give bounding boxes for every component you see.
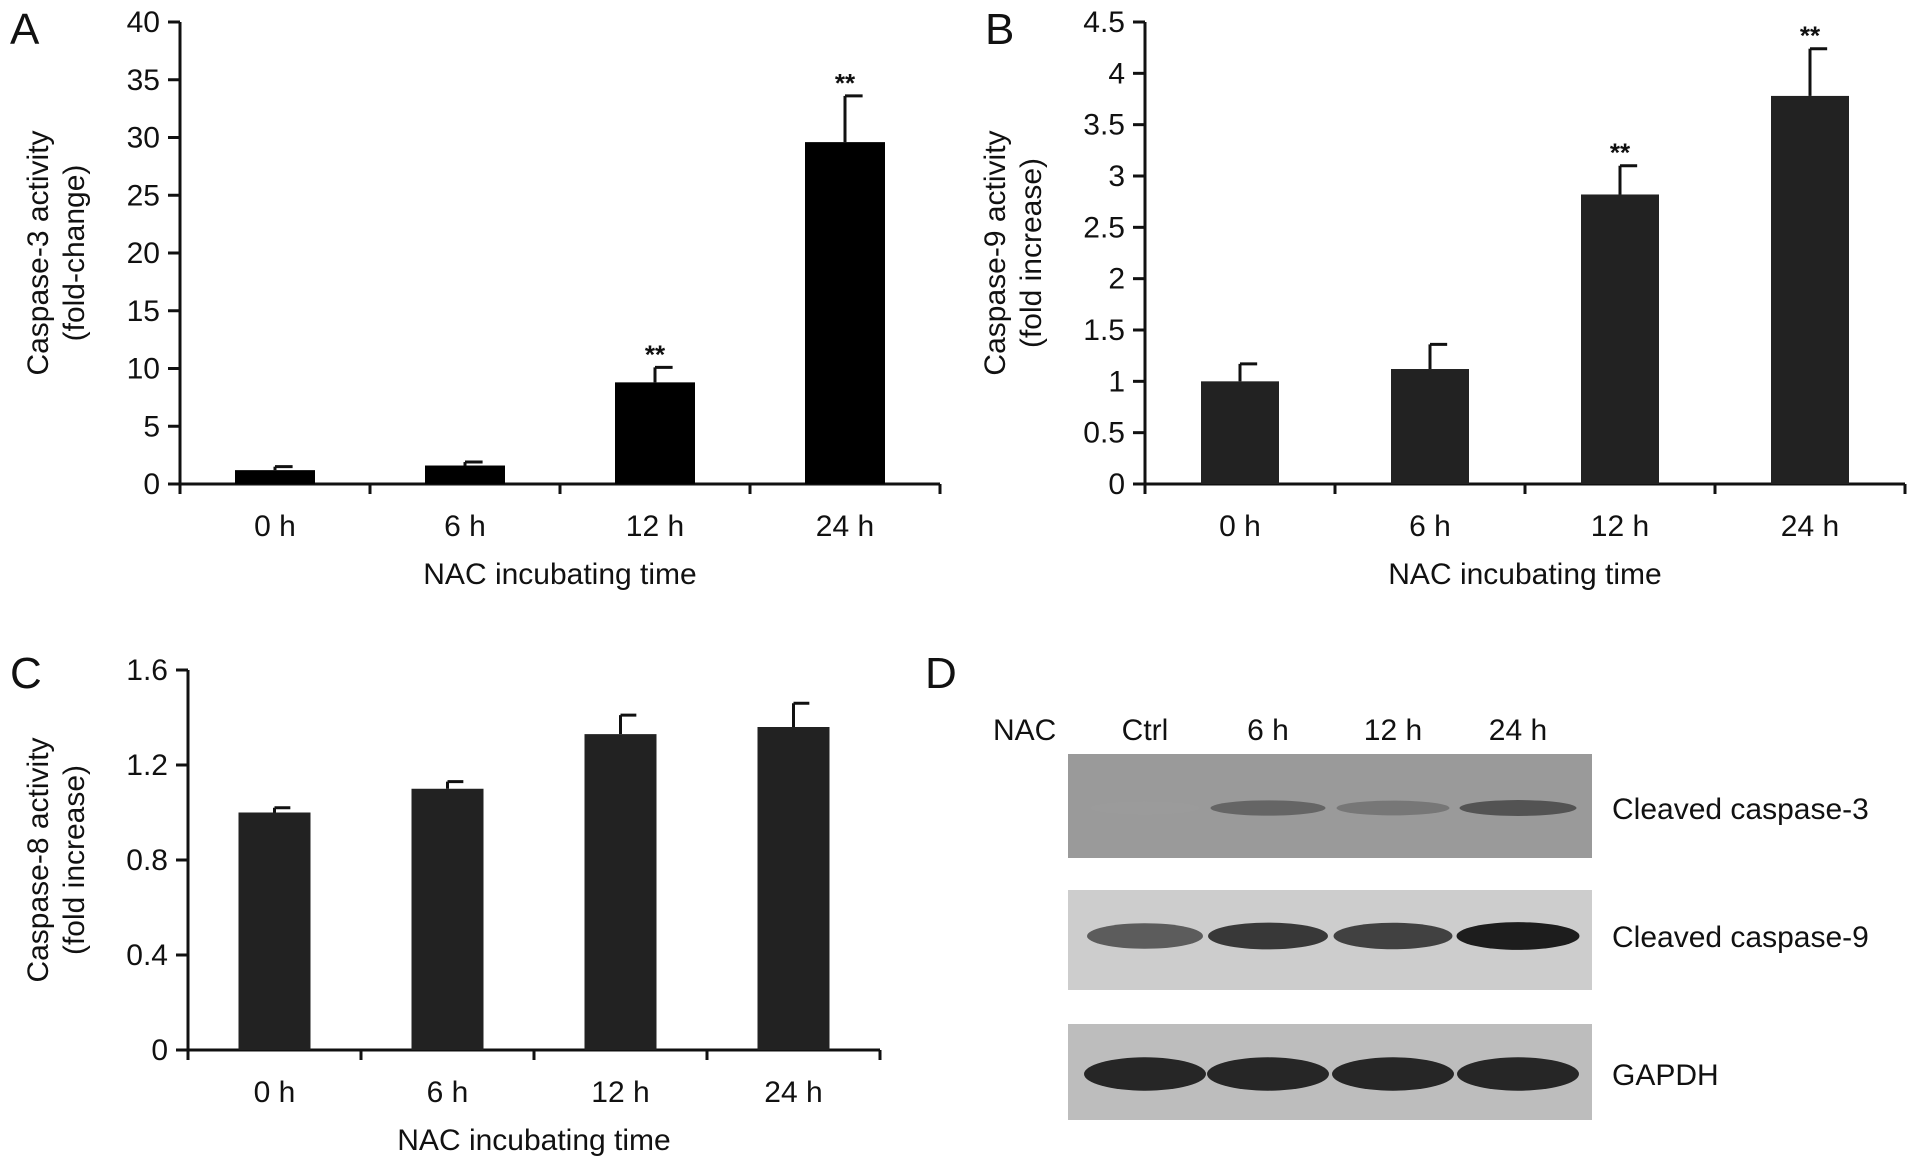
y-axis-title-line1: Caspase-8 activity bbox=[22, 737, 55, 982]
blot-band bbox=[1207, 1057, 1329, 1091]
blot-row-label: GAPDH bbox=[1612, 1059, 1719, 1092]
blot-band bbox=[1090, 801, 1200, 815]
bar bbox=[1771, 95, 1849, 485]
blot-band bbox=[1332, 1057, 1454, 1091]
x-axis-title: NAC incubating time bbox=[397, 1124, 670, 1157]
x-axis-title: NAC incubating time bbox=[1388, 558, 1661, 591]
bar bbox=[615, 382, 695, 484]
y-tick-label: 20 bbox=[127, 237, 160, 270]
y-tick-label: 15 bbox=[127, 295, 160, 328]
x-tick-label: 0 h bbox=[254, 510, 296, 543]
chart-panel-c: 0 0.4 0.8 1.2 1.6 0 h 6 h 12 h 24 h NAC incubatin… bbox=[22, 654, 882, 1157]
y-tick-label: 3 bbox=[1108, 160, 1125, 193]
x-tick-label: 6 h bbox=[1409, 510, 1451, 543]
y-axis-title-line2: (fold increase) bbox=[58, 765, 91, 955]
x-axis-title: NAC incubating time bbox=[423, 558, 696, 591]
blot-treatment-label: NAC bbox=[993, 714, 1056, 747]
y-tick-label: 2 bbox=[1108, 263, 1125, 296]
x-tick-label: 12 h bbox=[591, 1076, 649, 1109]
panel-letter-c: C bbox=[10, 649, 42, 698]
blot-band bbox=[1084, 1057, 1206, 1091]
bar bbox=[805, 142, 885, 484]
blot-band bbox=[1208, 922, 1328, 950]
blot-lane-label: Ctrl bbox=[1122, 714, 1169, 747]
y-tick-label: 1 bbox=[1108, 365, 1125, 398]
significance-marker: ** bbox=[645, 339, 666, 369]
significance-marker: ** bbox=[835, 68, 856, 98]
y-axis-title-line2: (fold increase) bbox=[1015, 158, 1048, 348]
y-tick-label: 2.5 bbox=[1083, 211, 1125, 244]
x-tick-label: 24 h bbox=[1781, 510, 1839, 543]
y-tick-label: 1.2 bbox=[126, 749, 168, 782]
x-tick-label: 24 h bbox=[764, 1076, 822, 1109]
panel-letter-d: D bbox=[925, 649, 957, 698]
blot-row-label: Cleaved caspase-9 bbox=[1612, 921, 1869, 954]
chart-panel-b: 0 0.5 1 1.5 2 2.5 3 3.5 4 4.5 0 h 6 h 12 h ** 24 h ** NA… bbox=[979, 6, 1907, 591]
y-tick-label: 1.6 bbox=[126, 654, 168, 687]
blot-band bbox=[1456, 922, 1580, 950]
blot-band bbox=[1459, 800, 1577, 816]
bar bbox=[238, 812, 311, 1050]
x-tick-label: 0 h bbox=[1219, 510, 1261, 543]
bar bbox=[1391, 369, 1469, 484]
bar bbox=[411, 788, 484, 1050]
y-tick-label: 25 bbox=[127, 179, 160, 212]
y-tick-label: 0 bbox=[143, 468, 160, 501]
y-tick-label: 0 bbox=[151, 1034, 168, 1067]
x-tick-label: 24 h bbox=[816, 510, 874, 543]
chart-panel-a: 0 5 10 15 20 25 30 35 40 0 h 6 h 12 h ** 24 h ** NAC in… bbox=[22, 6, 942, 591]
bar bbox=[757, 727, 830, 1050]
blot-band bbox=[1210, 800, 1326, 816]
x-tick-label: 12 h bbox=[1591, 510, 1649, 543]
bar bbox=[584, 734, 657, 1050]
bar bbox=[425, 465, 505, 484]
blot-lane-label: 24 h bbox=[1489, 714, 1547, 747]
y-tick-label: 30 bbox=[127, 122, 160, 155]
x-tick-label: 6 h bbox=[427, 1076, 469, 1109]
panel-letter-a: A bbox=[10, 5, 40, 54]
y-axis-title-line2: (fold-change) bbox=[58, 165, 91, 342]
blot-band bbox=[1087, 923, 1203, 949]
y-tick-label: 0.8 bbox=[126, 844, 168, 877]
x-tick-label: 12 h bbox=[626, 510, 684, 543]
y-tick-label: 1.5 bbox=[1083, 314, 1125, 347]
blot-lane-label: 12 h bbox=[1364, 714, 1422, 747]
y-tick-label: 3.5 bbox=[1083, 109, 1125, 142]
y-tick-label: 35 bbox=[127, 64, 160, 97]
panel-letter-b: B bbox=[985, 5, 1014, 54]
blot-lane-label: 6 h bbox=[1247, 714, 1289, 747]
bar bbox=[235, 470, 315, 484]
blot-band bbox=[1457, 1057, 1579, 1091]
western-blot-panel: NAC Ctrl 6 h 12 h 24 h Cleaved caspase-3 Cleav… bbox=[993, 714, 1869, 1120]
y-tick-label: 40 bbox=[127, 6, 160, 39]
bar bbox=[1581, 194, 1659, 485]
significance-marker: ** bbox=[1800, 21, 1821, 51]
y-tick-label: 4 bbox=[1108, 57, 1125, 90]
y-axis-title-line1: Caspase-3 activity bbox=[22, 130, 55, 375]
y-tick-label: 10 bbox=[127, 353, 160, 386]
blot-row-label: Cleaved caspase-3 bbox=[1612, 793, 1869, 826]
y-tick-label: 4.5 bbox=[1083, 6, 1125, 39]
y-tick-label: 0 bbox=[1108, 468, 1125, 501]
y-axis-title-line1: Caspase-9 activity bbox=[979, 130, 1012, 375]
y-tick-label: 0.4 bbox=[126, 939, 168, 972]
x-tick-label: 0 h bbox=[254, 1076, 296, 1109]
blot-band bbox=[1333, 922, 1453, 950]
bar bbox=[1201, 381, 1279, 484]
y-tick-label: 5 bbox=[143, 410, 160, 443]
x-tick-label: 6 h bbox=[444, 510, 486, 543]
y-tick-label: 0.5 bbox=[1083, 417, 1125, 450]
significance-marker: ** bbox=[1610, 138, 1631, 168]
blot-band bbox=[1336, 800, 1450, 816]
